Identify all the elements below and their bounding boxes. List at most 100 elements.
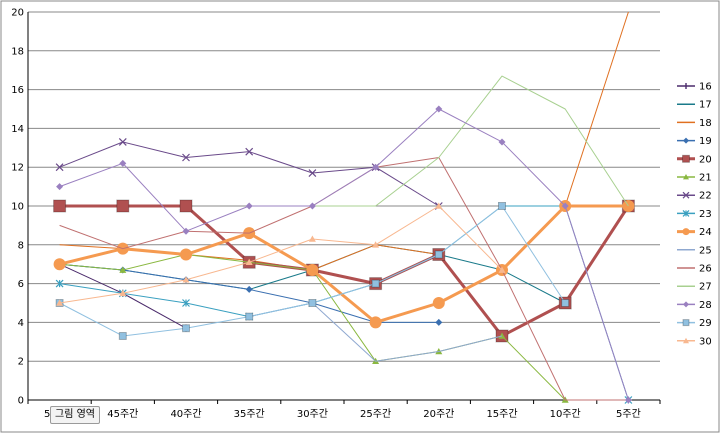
legend-item-19[interactable]: 19 xyxy=(677,136,712,147)
data-point[interactable] xyxy=(55,279,64,288)
data-point[interactable] xyxy=(118,331,127,340)
data-point[interactable] xyxy=(306,264,319,277)
series-28[interactable] xyxy=(56,105,632,404)
y-tick-label: 0 xyxy=(18,396,24,407)
data-point[interactable] xyxy=(372,163,380,171)
legend-label: 28 xyxy=(699,300,712,311)
y-tick-label: 10 xyxy=(11,202,24,213)
data-point[interactable] xyxy=(179,199,193,213)
data-point[interactable] xyxy=(55,163,64,172)
plot-area-tooltip: 그림 영역 xyxy=(50,406,100,424)
legend-label: 24 xyxy=(699,227,712,238)
data-point[interactable] xyxy=(119,266,127,273)
series-line-20[interactable] xyxy=(59,204,630,338)
data-point[interactable] xyxy=(245,147,254,156)
data-point[interactable] xyxy=(435,202,443,209)
legend-item-25[interactable]: 25 xyxy=(677,245,712,256)
legend-item-30[interactable]: 30 xyxy=(677,336,712,347)
data-point[interactable] xyxy=(624,396,632,404)
axes: 0246810121416182050주간45주간40주간35주간30주간25주… xyxy=(11,8,661,420)
data-point[interactable] xyxy=(432,297,445,309)
data-point[interactable] xyxy=(116,199,130,213)
x-tick-label: 20주간 xyxy=(423,408,454,420)
data-point[interactable] xyxy=(245,285,253,293)
data-point[interactable] xyxy=(182,299,190,307)
data-point[interactable] xyxy=(53,258,66,271)
data-point[interactable] xyxy=(56,183,64,191)
data-point[interactable] xyxy=(182,227,190,235)
data-point[interactable] xyxy=(119,159,127,167)
plot-area[interactable] xyxy=(53,11,635,404)
data-point[interactable] xyxy=(561,299,570,307)
legend-item-22[interactable]: 22 xyxy=(677,191,712,202)
data-point[interactable] xyxy=(372,241,380,248)
data-point[interactable] xyxy=(53,199,67,213)
series-line-30[interactable] xyxy=(59,205,503,304)
x-tick-label: 5주간 xyxy=(616,408,641,420)
data-point[interactable] xyxy=(308,169,317,177)
legend-label: 21 xyxy=(699,173,712,184)
y-tick-label: 6 xyxy=(18,279,24,290)
data-point[interactable] xyxy=(119,289,127,297)
data-point[interactable] xyxy=(245,312,254,321)
legend-marker[interactable] xyxy=(683,137,689,144)
y-tick-label: 18 xyxy=(11,46,24,57)
data-point[interactable] xyxy=(498,138,506,146)
data-point[interactable] xyxy=(498,266,506,273)
legend-marker[interactable] xyxy=(683,301,689,308)
legend-item-21[interactable]: 21 xyxy=(677,173,712,184)
legend-label: 27 xyxy=(699,282,712,293)
legend-item-27[interactable]: 27 xyxy=(677,282,712,293)
series-30[interactable] xyxy=(56,202,506,306)
legend-label: 16 xyxy=(699,82,712,93)
legend-marker[interactable] xyxy=(682,228,690,236)
legend-item-17[interactable]: 17 xyxy=(677,100,712,111)
legend[interactable]: 16 17 18 19 20 21 22 23 24 25 26 27 28 29 30 xyxy=(677,82,712,348)
data-point[interactable] xyxy=(182,276,190,283)
legend-marker[interactable] xyxy=(682,319,690,327)
series-29[interactable] xyxy=(55,202,570,340)
legend-item-18[interactable]: 18 xyxy=(677,118,712,129)
data-point[interactable] xyxy=(435,105,443,113)
y-tick-label: 16 xyxy=(11,85,24,96)
x-tick-label: 30주간 xyxy=(297,408,328,420)
data-point[interactable] xyxy=(498,202,506,210)
series-line-18[interactable] xyxy=(564,11,629,207)
legend-label: 30 xyxy=(699,336,712,347)
data-point[interactable] xyxy=(371,279,380,288)
data-point[interactable] xyxy=(561,202,569,210)
data-point[interactable] xyxy=(245,202,253,210)
legend-item-26[interactable]: 26 xyxy=(677,264,712,275)
legend-item-29[interactable]: 29 xyxy=(677,318,712,329)
data-point[interactable] xyxy=(245,258,253,266)
legend-item-23[interactable]: 23 xyxy=(677,209,712,220)
series-line-24[interactable] xyxy=(59,204,629,324)
data-point[interactable] xyxy=(182,324,190,333)
legend-marker[interactable] xyxy=(682,209,690,217)
legend-marker[interactable] xyxy=(682,191,690,199)
data-point[interactable] xyxy=(434,250,443,259)
data-point[interactable] xyxy=(118,138,127,146)
legend-label: 25 xyxy=(699,245,712,256)
y-tick-label: 2 xyxy=(18,357,24,368)
data-point[interactable] xyxy=(308,202,316,210)
data-point[interactable] xyxy=(182,153,190,162)
legend-item-28[interactable]: 28 xyxy=(677,300,712,311)
legend-marker[interactable] xyxy=(683,174,689,180)
x-tick-label: 40주간 xyxy=(170,408,201,420)
data-point[interactable] xyxy=(369,316,382,329)
data-point[interactable] xyxy=(180,248,192,261)
legend-item-20[interactable]: 20 xyxy=(677,154,712,165)
legend-item-24[interactable]: 24 xyxy=(677,227,712,238)
legend-item-16[interactable]: 16 xyxy=(677,82,712,93)
data-point[interactable] xyxy=(308,235,316,242)
data-point[interactable] xyxy=(56,299,64,306)
series-line-28[interactable] xyxy=(59,108,629,401)
legend-marker[interactable] xyxy=(683,337,689,344)
data-point[interactable] xyxy=(435,318,443,326)
legend-marker[interactable] xyxy=(682,154,690,163)
data-point[interactable] xyxy=(308,299,317,307)
data-point[interactable] xyxy=(498,332,506,339)
x-tick-label: 35주간 xyxy=(234,408,265,420)
